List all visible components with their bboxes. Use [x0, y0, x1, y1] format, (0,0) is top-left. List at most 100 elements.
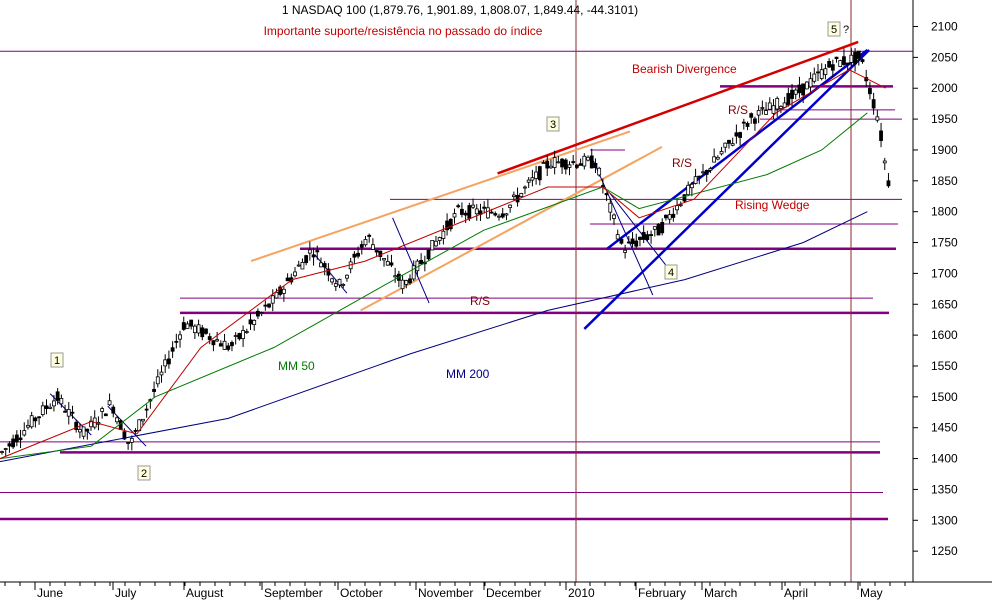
candle-body [74, 421, 79, 430]
candle-body [760, 107, 765, 109]
rising-wedge-lower-line [583, 49, 871, 330]
candle-body [189, 319, 194, 327]
candle-body [426, 249, 431, 260]
x-tick-label: February [638, 586, 686, 600]
candle-body [834, 56, 839, 60]
candle-body [322, 263, 327, 268]
y-tick-label: 1400 [931, 452, 958, 466]
candle-body [797, 84, 802, 94]
wave-connector [314, 254, 348, 294]
candle-body [779, 106, 783, 109]
candle-body [467, 205, 472, 219]
ma50-label: MM 50 [278, 359, 315, 373]
candle-body [645, 234, 650, 241]
candle-body [701, 171, 705, 174]
candle-body [122, 431, 127, 440]
wave3-box [546, 116, 560, 132]
x-tick-label: August [186, 586, 224, 600]
x-tick-label: October [340, 586, 383, 600]
candle-body [167, 358, 171, 365]
candle-body [281, 288, 286, 294]
candle-body [200, 327, 205, 338]
candle-body [267, 303, 271, 308]
candle-body [871, 99, 876, 109]
candle-body [437, 237, 442, 241]
candle-body [704, 169, 709, 175]
candle-body [875, 116, 880, 121]
candle-body [563, 159, 568, 170]
candle-body [103, 413, 108, 417]
wave1-label: 1 [54, 355, 60, 367]
rs-label-1: R/S [728, 103, 748, 117]
candle-body [33, 417, 38, 422]
candle-body [230, 342, 234, 347]
candle-body [141, 418, 145, 422]
candle-body [430, 239, 435, 251]
candle-body [667, 214, 672, 220]
candle-body [389, 262, 394, 266]
candle-body [489, 211, 494, 214]
candle-body [623, 249, 628, 253]
candle-body [274, 291, 279, 299]
candle-body [14, 434, 19, 443]
candle-body [756, 110, 761, 116]
candle-body [860, 59, 865, 63]
ma50-line [0, 112, 868, 460]
candle-body [252, 319, 257, 325]
candle-body [727, 139, 731, 144]
candle-body [649, 234, 653, 237]
candle-body [248, 319, 253, 325]
wave5-box [827, 21, 841, 37]
candle-body [159, 371, 164, 376]
candle-body [3, 448, 8, 450]
ma-short-line [0, 69, 886, 460]
candle-body [530, 177, 535, 181]
candle-body [608, 202, 613, 213]
candle-body [63, 410, 67, 413]
candle-body [77, 429, 82, 433]
wave2-label: 2 [141, 468, 147, 480]
candle-body [853, 51, 857, 65]
candle-body [634, 240, 639, 247]
rs-label-2: R/S [672, 156, 692, 170]
candle-body [170, 347, 175, 352]
candle-body [879, 130, 883, 141]
candle-body [404, 280, 409, 285]
bearish-divergence-line [497, 40, 859, 175]
candle-body [552, 157, 557, 168]
candle-body [597, 167, 602, 176]
x-tick-label: April [784, 586, 808, 600]
wave2-box [137, 465, 151, 481]
candle-body [40, 405, 45, 415]
candle-body [448, 218, 453, 230]
wave3-label: 3 [550, 119, 556, 131]
candle-body [241, 330, 245, 339]
candle-body [545, 160, 550, 169]
candle-body [244, 331, 249, 334]
candle-body [471, 204, 475, 208]
rising-wedge-upper-line [606, 48, 869, 250]
y-tick-label: 1500 [931, 390, 958, 404]
candle-body [589, 155, 594, 169]
candle-body [237, 333, 242, 340]
candle-body [641, 231, 646, 240]
y-tick-label: 2050 [931, 50, 958, 64]
x-tick-label: 2010 [568, 586, 595, 600]
candle-body [801, 83, 806, 96]
candle-body [285, 277, 290, 282]
candle-body [222, 340, 227, 350]
candle-body [382, 258, 386, 261]
candle-body [652, 226, 657, 230]
candle-body [738, 132, 743, 138]
candle-body [307, 249, 312, 254]
x-tick-label: September [264, 586, 323, 600]
candle-body [842, 56, 846, 65]
candle-body [463, 212, 468, 216]
candle-body [178, 334, 182, 340]
candle-body [723, 142, 728, 148]
candle-body [181, 322, 186, 330]
candle-body [571, 161, 576, 163]
candle-body [81, 426, 86, 437]
y-tick-label: 1450 [931, 421, 958, 435]
